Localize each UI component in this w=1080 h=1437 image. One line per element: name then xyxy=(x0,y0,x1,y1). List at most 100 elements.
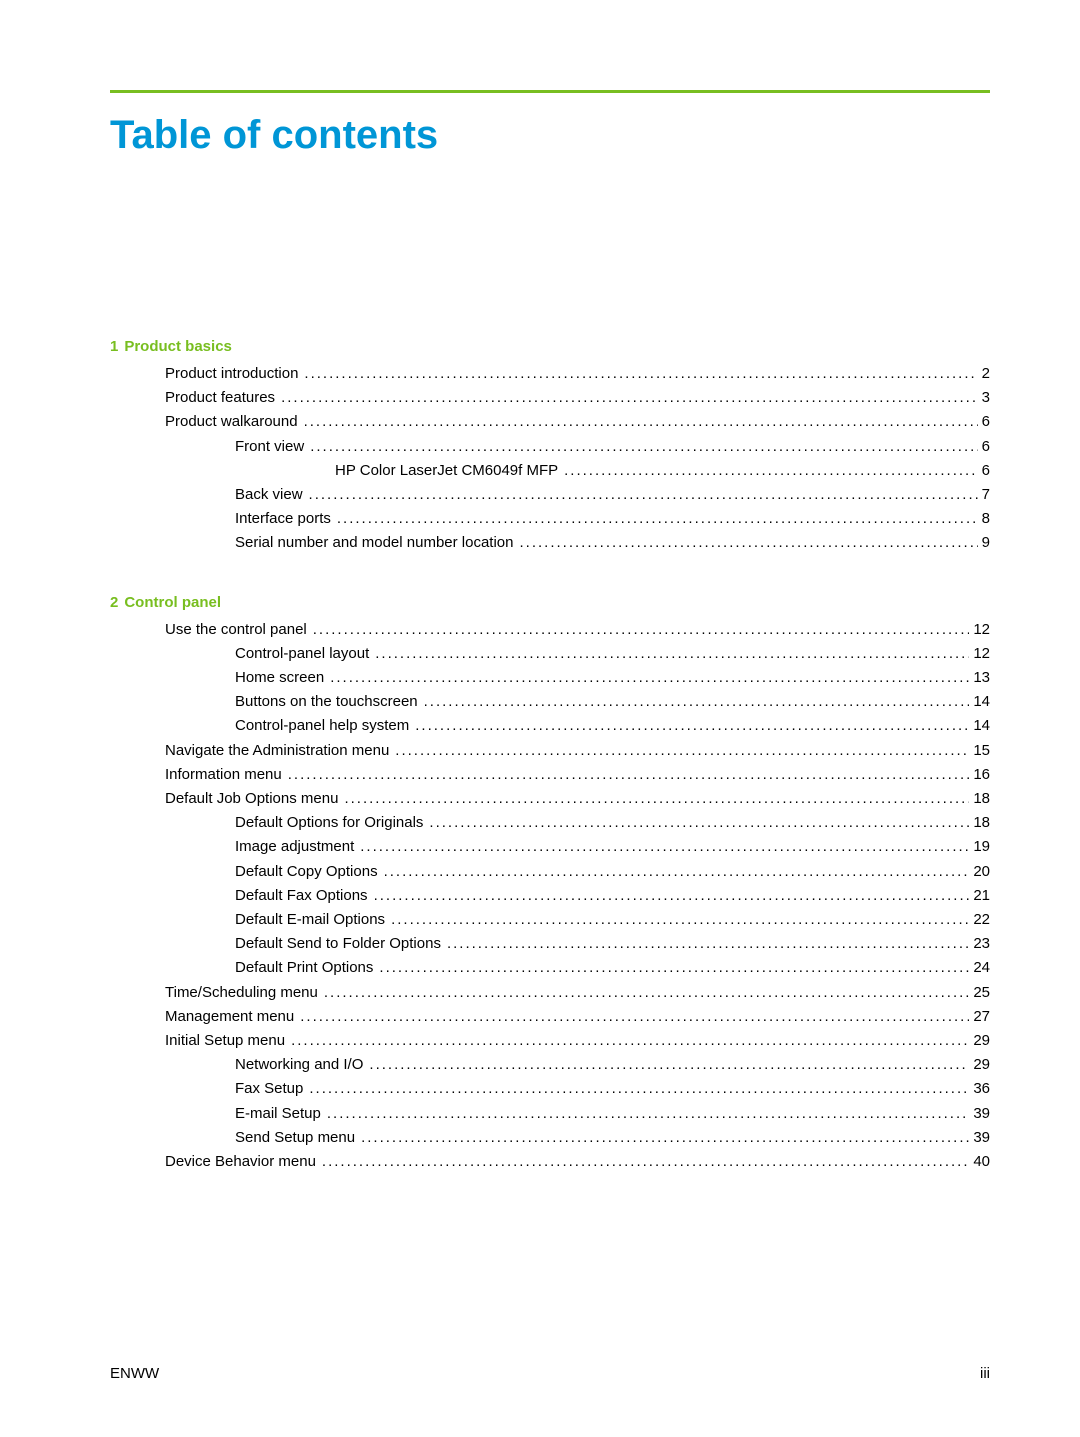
toc-leader xyxy=(415,714,969,738)
toc-entry-page: 39 xyxy=(973,1102,990,1126)
toc-entry: Home screen 13 xyxy=(110,666,990,690)
toc-leader xyxy=(304,362,977,386)
page-container: Table of contents 1 Product basics Product… xyxy=(0,0,1080,1437)
toc-entry: Default Copy Options 20 xyxy=(110,860,990,884)
toc-entry-label: Management menu xyxy=(165,1005,294,1029)
toc-leader xyxy=(322,1150,969,1174)
toc-leader xyxy=(324,981,969,1005)
toc-leader xyxy=(330,666,969,690)
toc-entry-label: Default Job Options menu xyxy=(165,787,338,811)
toc-entry-label: E-mail Setup xyxy=(235,1102,321,1126)
toc-leader xyxy=(300,1005,969,1029)
toc-leader xyxy=(309,483,978,507)
toc-entry-label: Product introduction xyxy=(165,362,298,386)
toc-entry-page: 27 xyxy=(973,1005,990,1029)
toc-entry: Send Setup menu39 xyxy=(110,1126,990,1150)
toc-entry-label: Time/Scheduling menu xyxy=(165,981,318,1005)
toc-entry-page: 18 xyxy=(973,811,990,835)
toc-entry-label: HP Color LaserJet CM6049f MFP xyxy=(335,459,558,483)
toc-leader xyxy=(375,642,969,666)
toc-entry: Interface ports 8 xyxy=(110,507,990,531)
toc-entry-page: 18 xyxy=(973,787,990,811)
toc-entry-label: Information menu xyxy=(165,763,282,787)
toc-entry-label: Default Copy Options xyxy=(235,860,378,884)
title-spacer xyxy=(110,158,990,338)
toc-entry: Product walkaround 6 xyxy=(110,410,990,434)
toc-entry: Default Fax Options21 xyxy=(110,884,990,908)
toc-leader xyxy=(337,507,978,531)
toc-leader xyxy=(361,1126,969,1150)
top-rule xyxy=(110,90,990,93)
section-heading: 1 Product basics xyxy=(110,338,990,355)
page-footer: ENWW iii xyxy=(110,1365,990,1382)
toc-leader xyxy=(374,884,970,908)
toc-entry: Networking and I/O 29 xyxy=(110,1053,990,1077)
toc-leader xyxy=(309,1077,969,1101)
toc-entry-page: 6 xyxy=(982,410,990,434)
toc-entry-label: Product walkaround xyxy=(165,410,298,434)
toc-entry-page: 40 xyxy=(973,1150,990,1174)
toc-entry-page: 2 xyxy=(982,362,990,386)
toc-entry-page: 13 xyxy=(973,666,990,690)
toc-entry-label: Default E-mail Options xyxy=(235,908,385,932)
toc-leader xyxy=(288,763,970,787)
toc-entry-page: 20 xyxy=(973,860,990,884)
toc-entry-page: 15 xyxy=(973,739,990,763)
toc-entry-label: Back view xyxy=(235,483,303,507)
toc-entry: Default Job Options menu 18 xyxy=(110,787,990,811)
footer-left: ENWW xyxy=(110,1365,159,1382)
toc-entry: Back view 7 xyxy=(110,483,990,507)
toc-entry: Front view6 xyxy=(110,435,990,459)
section-entries: Product introduction2Product features3Pr… xyxy=(110,362,990,556)
toc-entry: Control-panel help system14 xyxy=(110,714,990,738)
toc-entry: Management menu 27 xyxy=(110,1005,990,1029)
toc-entry-page: 6 xyxy=(982,435,990,459)
toc-entry: E-mail Setup 39 xyxy=(110,1102,990,1126)
toc-entry: Serial number and model number location9 xyxy=(110,531,990,555)
toc-leader xyxy=(304,410,978,434)
toc-entry-label: Default Options for Originals xyxy=(235,811,423,835)
section-title: Control panel xyxy=(124,594,221,611)
toc-entry-page: 16 xyxy=(973,763,990,787)
toc-entry: Default Send to Folder Options23 xyxy=(110,932,990,956)
toc-entry-page: 29 xyxy=(973,1053,990,1077)
toc-leader xyxy=(564,459,978,483)
toc-entry-page: 14 xyxy=(973,690,990,714)
toc-entry-label: Image adjustment xyxy=(235,835,354,859)
section-title: Product basics xyxy=(124,338,232,355)
toc-entry-label: Initial Setup menu xyxy=(165,1029,285,1053)
toc-entry-label: Default Fax Options xyxy=(235,884,368,908)
toc-entry-page: 7 xyxy=(982,483,990,507)
toc-entry-label: Interface ports xyxy=(235,507,331,531)
toc-entry-page: 19 xyxy=(973,835,990,859)
toc-entry-label: Buttons on the touchscreen xyxy=(235,690,418,714)
toc-leader xyxy=(360,835,969,859)
toc-entry: Use the control panel12 xyxy=(110,618,990,642)
toc-entry-page: 12 xyxy=(973,618,990,642)
toc-entry: Time/Scheduling menu25 xyxy=(110,981,990,1005)
toc-entry-page: 24 xyxy=(973,956,990,980)
toc-entry: Initial Setup menu29 xyxy=(110,1029,990,1053)
page-title: Table of contents xyxy=(110,113,990,158)
toc-leader xyxy=(424,690,970,714)
toc-entry: Default Print Options24 xyxy=(110,956,990,980)
section-number: 1 xyxy=(110,338,118,355)
toc-leader xyxy=(520,531,978,555)
section-gap xyxy=(110,556,990,594)
toc-entry-label: Fax Setup xyxy=(235,1077,303,1101)
toc-entry: Buttons on the touchscreen 14 xyxy=(110,690,990,714)
toc-entry-page: 6 xyxy=(982,459,990,483)
toc-body: 1 Product basics Product introduction 2 Prod… xyxy=(110,338,990,1174)
toc-entry-page: 23 xyxy=(973,932,990,956)
toc-leader xyxy=(429,811,969,835)
toc-entry-page: 3 xyxy=(982,386,990,410)
toc-entry-label: Home screen xyxy=(235,666,324,690)
toc-entry-label: Networking and I/O xyxy=(235,1053,363,1077)
toc-leader xyxy=(384,860,970,884)
toc-entry: Image adjustment 19 xyxy=(110,835,990,859)
toc-leader xyxy=(369,1053,969,1077)
toc-entry-page: 12 xyxy=(973,642,990,666)
toc-entry-page: 8 xyxy=(982,507,990,531)
toc-entry: Device Behavior menu40 xyxy=(110,1150,990,1174)
toc-entry-page: 9 xyxy=(982,531,990,555)
